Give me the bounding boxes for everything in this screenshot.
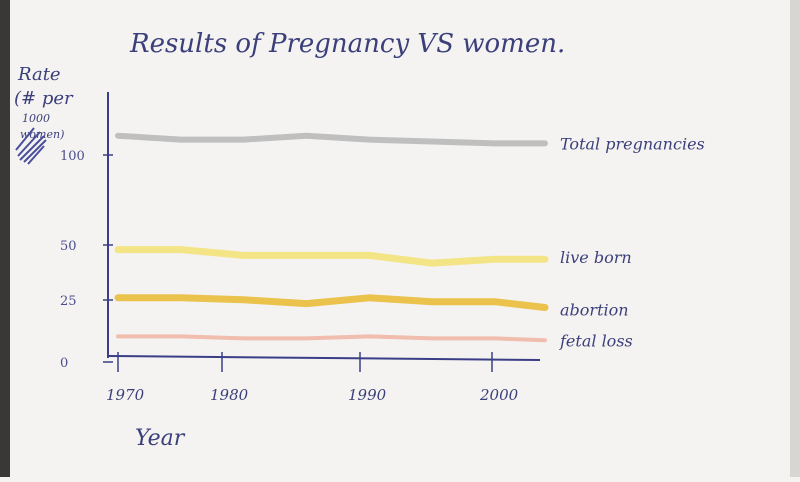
y-tick-label: 0	[60, 356, 68, 371]
series-line-live-born	[114, 246, 549, 267]
y-axis-label-line: Rate	[17, 64, 61, 85]
y-tick-label: 100	[60, 149, 85, 164]
y-axis-label-line: 1000	[22, 112, 50, 125]
scribble-mark	[15, 127, 47, 165]
series-line-fetal-loss	[116, 334, 547, 343]
y-tick-label: 25	[60, 294, 77, 309]
x-tick-label: 2000	[479, 386, 519, 404]
y-tick-label: 50	[60, 239, 77, 254]
x-tick-label: 1980	[210, 386, 249, 404]
series-label: Total pregnancies	[560, 134, 705, 153]
x-tick-label: 1970	[106, 386, 145, 404]
series-line-total-pregnancies	[115, 132, 548, 147]
chart-title: Results of Pregnancy VS women.	[129, 29, 565, 59]
x-axis-label: Year	[135, 426, 186, 451]
series-label: abortion	[560, 300, 629, 319]
x-axis	[107, 355, 541, 361]
x-tick-label: 1990	[348, 386, 387, 404]
series-label: fetal loss	[559, 331, 633, 350]
series-label: live born	[560, 248, 632, 267]
series-line-abortion	[114, 294, 549, 311]
y-axis-label-line: (# per	[14, 88, 74, 109]
